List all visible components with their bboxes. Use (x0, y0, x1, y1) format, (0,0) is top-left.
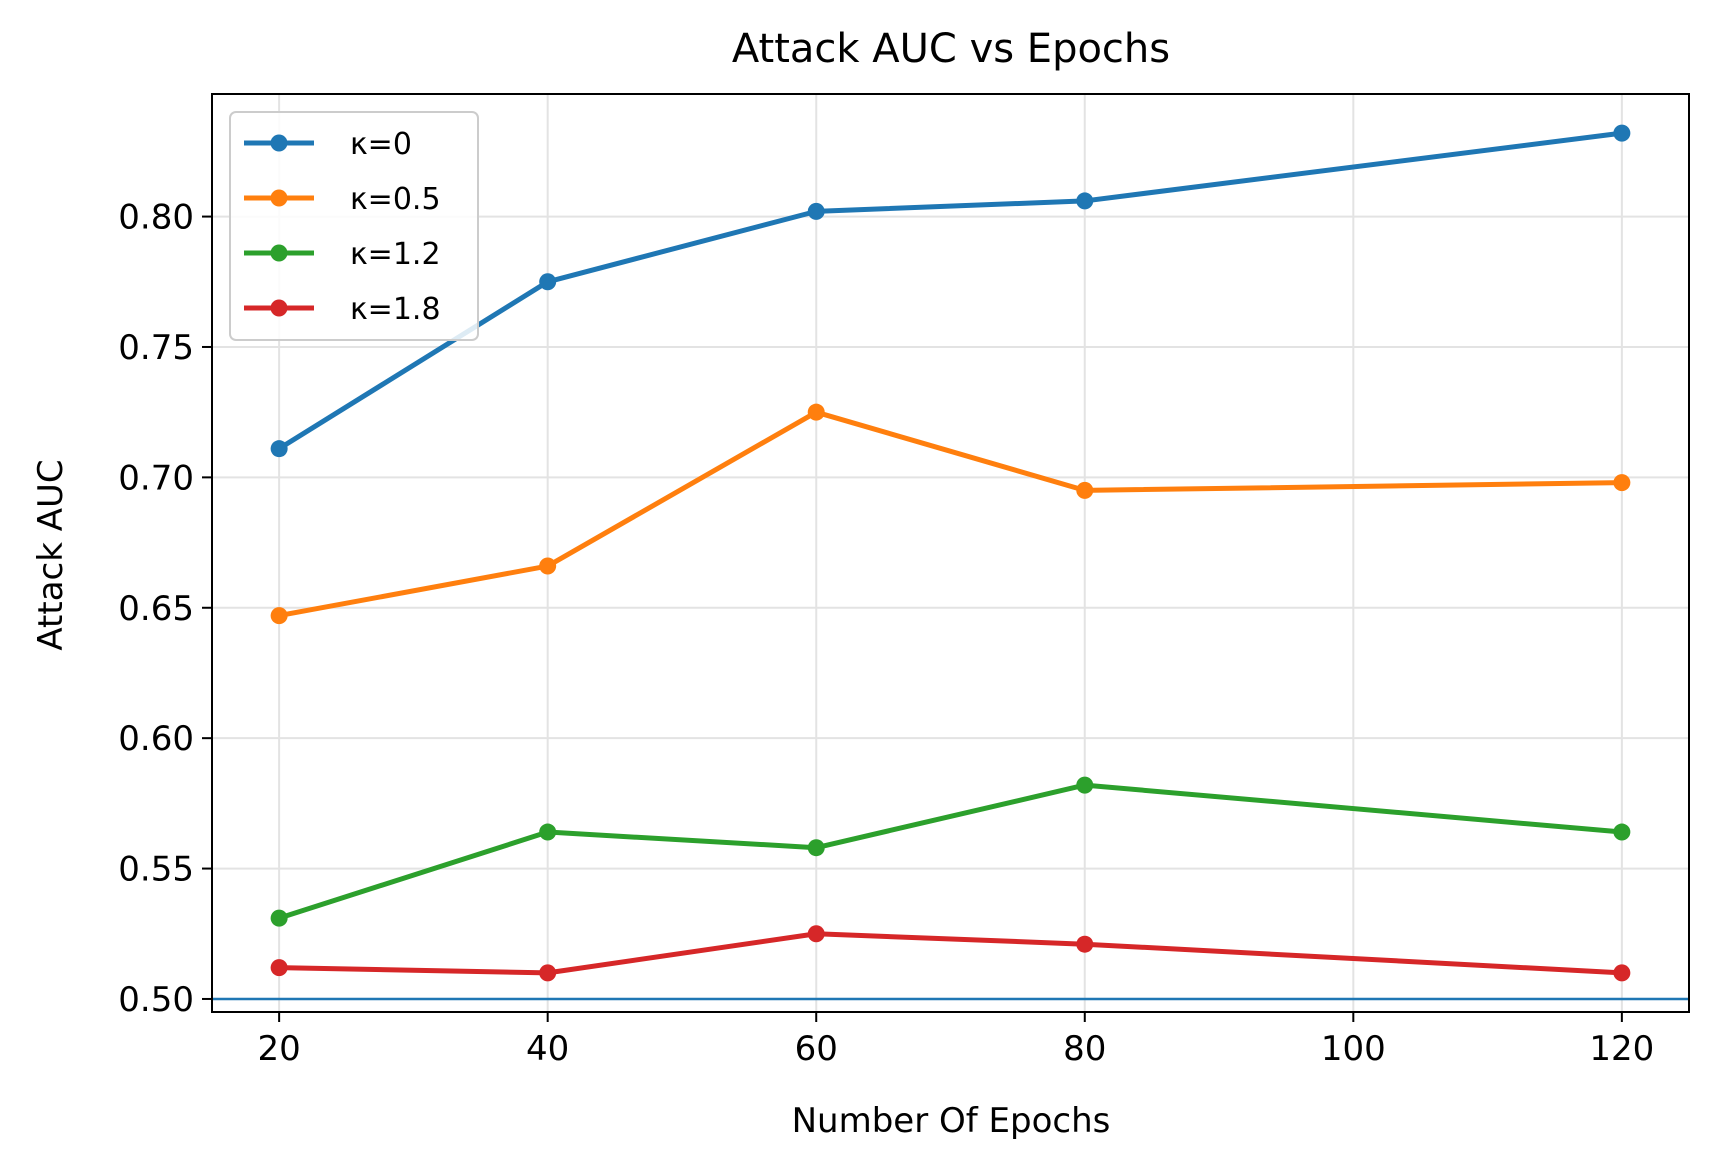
data-point (1076, 481, 1094, 499)
data-point (807, 202, 825, 220)
legend-swatch-marker (270, 134, 288, 152)
y-tick-label: 0.70 (118, 458, 194, 498)
data-point (807, 925, 825, 943)
data-point (1076, 776, 1094, 794)
data-point (270, 959, 288, 977)
data-point (1076, 935, 1094, 953)
data-point (1076, 192, 1094, 210)
data-point (539, 823, 557, 841)
y-axis-label: Attack AUC (31, 459, 71, 650)
y-tick-label: 0.55 (118, 850, 194, 890)
y-tick-label: 0.80 (118, 198, 194, 238)
data-point (539, 964, 557, 982)
data-point (539, 557, 557, 575)
legend-swatch-marker (270, 244, 288, 262)
data-point (270, 607, 288, 625)
data-point (807, 839, 825, 857)
data-point (1613, 823, 1631, 841)
legend: κ=0 κ=0.5 κ=1.2 κ=1.8 (229, 111, 479, 341)
data-point (539, 273, 557, 291)
x-axis-label: Number Of Epochs (792, 1101, 1111, 1141)
legend-label: κ=0 (350, 127, 412, 162)
legend-item: κ=1.2 (244, 237, 441, 272)
y-axis-ticks: 0.50 0.55 0.60 0.65 0.70 0.75 0.80 (118, 198, 212, 1020)
legend-swatch-marker (270, 299, 288, 317)
x-tick-label: 40 (526, 1029, 569, 1069)
grid-layer (212, 94, 1689, 1012)
x-tick-label: 20 (258, 1029, 301, 1069)
y-tick-label: 0.75 (118, 328, 194, 368)
series-layer (270, 124, 1631, 982)
legend-label: κ=1.2 (350, 237, 441, 272)
series-3 (270, 776, 1631, 927)
data-point (1613, 124, 1631, 142)
data-point (1613, 474, 1631, 492)
y-tick-label: 0.65 (118, 589, 194, 629)
legend-box (229, 111, 479, 341)
chart-title: Attack AUC vs Epochs (732, 26, 1170, 72)
series-4 (270, 925, 1631, 982)
series-2 (270, 403, 1631, 625)
legend-item: κ=0 (244, 127, 412, 162)
legend-label: κ=0.5 (350, 182, 441, 217)
data-point (270, 909, 288, 927)
data-point (807, 403, 825, 421)
data-point (270, 440, 288, 458)
y-tick-label: 0.60 (118, 719, 194, 759)
plot-area-frame (211, 93, 1690, 1013)
data-point (1613, 964, 1631, 982)
x-tick-label: 120 (1589, 1029, 1654, 1069)
legend-item: κ=1.8 (244, 292, 441, 327)
legend-item: κ=0.5 (244, 182, 441, 217)
legend-label: κ=1.8 (350, 292, 441, 327)
legend-swatch-marker (270, 189, 288, 207)
x-tick-label: 80 (1063, 1029, 1106, 1069)
y-tick-label: 0.50 (118, 980, 194, 1020)
x-tick-label: 100 (1321, 1029, 1386, 1069)
x-axis-ticks: 20 40 60 80 100 120 (258, 1012, 1654, 1069)
x-tick-label: 60 (795, 1029, 838, 1069)
